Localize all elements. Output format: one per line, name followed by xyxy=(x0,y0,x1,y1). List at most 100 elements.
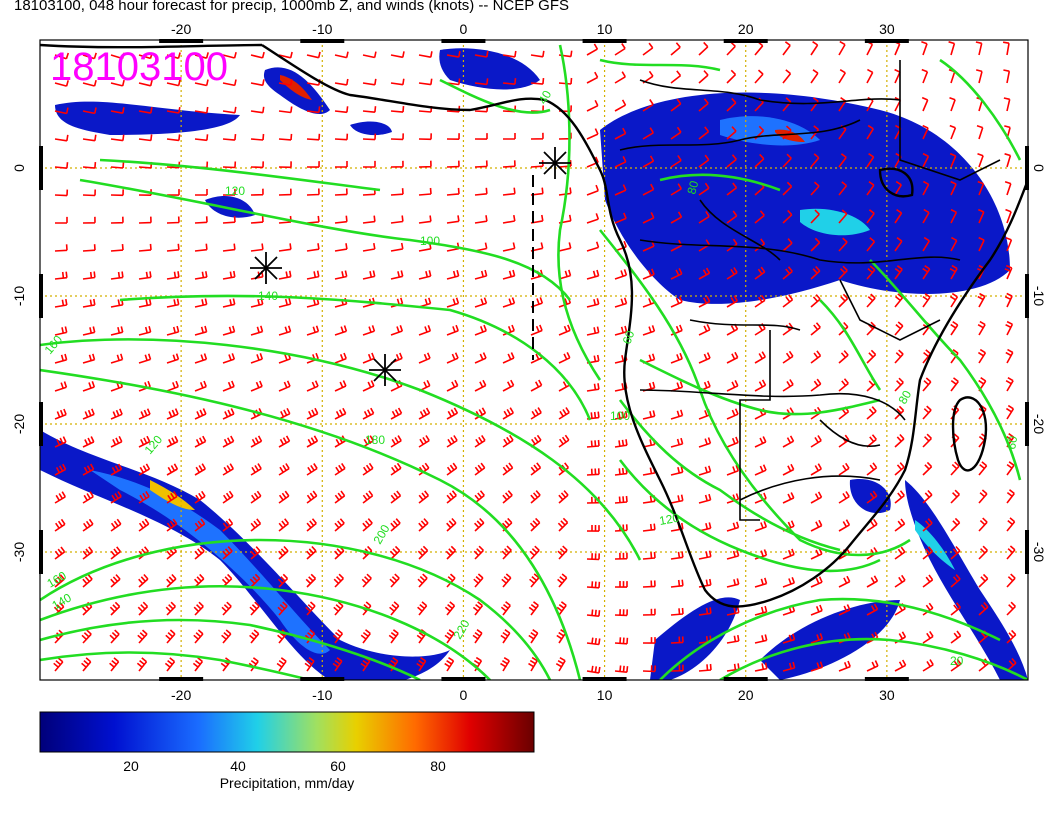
wind-barb xyxy=(334,352,347,364)
wind-barb xyxy=(54,491,66,504)
wind-barb xyxy=(558,324,571,336)
wind-barb xyxy=(922,377,932,392)
wind-barb xyxy=(950,208,958,224)
wind-barb xyxy=(137,629,148,644)
wind-barb xyxy=(362,270,376,280)
wind-barb xyxy=(978,601,989,616)
wind-barb xyxy=(278,188,292,196)
wind-barb xyxy=(166,52,181,60)
wind-barb xyxy=(556,629,567,644)
wind-barb xyxy=(82,574,93,588)
lon-tick-label: -10 xyxy=(312,21,332,37)
wind-barb xyxy=(642,268,655,280)
map-title: 18103100, 048 hour forecast for precip, … xyxy=(14,0,569,14)
wind-barb xyxy=(922,152,930,168)
wind-barb xyxy=(502,78,517,85)
wind-barb xyxy=(977,208,985,224)
contour-label: 120 xyxy=(225,184,245,198)
wind-barb xyxy=(586,553,600,561)
wind-barb xyxy=(195,189,208,196)
wind-barb xyxy=(810,153,820,168)
wind-barb xyxy=(362,133,377,141)
wind-barb xyxy=(418,407,431,420)
wind-barb xyxy=(418,490,430,504)
wind-barb xyxy=(977,180,985,196)
wind-barb xyxy=(810,519,823,532)
lat-tick-label: -30 xyxy=(11,542,27,562)
wind-barb xyxy=(922,265,931,280)
contour-line xyxy=(99,158,381,192)
wind-barb xyxy=(110,546,122,560)
wind-barb xyxy=(810,69,819,84)
wind-barb xyxy=(782,379,794,392)
wind-barb xyxy=(360,657,371,672)
wind-barb xyxy=(529,573,540,588)
wind-barb xyxy=(250,133,265,141)
wind-barb xyxy=(192,657,204,672)
wind-barb xyxy=(726,295,738,308)
border xyxy=(639,389,906,421)
wind-barb xyxy=(306,215,320,224)
wind-barb xyxy=(614,665,629,673)
wind-barb xyxy=(530,78,545,85)
wind-barb xyxy=(166,380,179,392)
wind-barb xyxy=(950,489,960,504)
wind-barb xyxy=(362,380,375,392)
wind-barb xyxy=(530,132,544,140)
wind-barb xyxy=(110,518,122,532)
wind-barb xyxy=(444,657,455,672)
wind-barb xyxy=(810,548,823,560)
wind-barb xyxy=(754,210,765,224)
wind-barb xyxy=(250,463,262,476)
wind-barb xyxy=(810,294,821,308)
wind-barb xyxy=(978,461,988,476)
wind-barb xyxy=(278,51,293,59)
wind-barb xyxy=(810,209,820,224)
wind-barb xyxy=(530,379,543,392)
wind-barb xyxy=(418,78,433,86)
wind-barb xyxy=(726,182,738,196)
wind-barb xyxy=(54,353,68,364)
wind-barb xyxy=(278,79,293,86)
wind-barb xyxy=(698,437,712,448)
wind-barb xyxy=(726,549,740,560)
wind-barb xyxy=(670,324,683,336)
wind-barb xyxy=(222,463,234,476)
precip-southeast xyxy=(905,480,1028,680)
wind-barb xyxy=(54,408,67,420)
wind-barb xyxy=(1005,404,1015,420)
wind-barb xyxy=(278,325,292,336)
wind-barb xyxy=(866,660,879,672)
wind-barb xyxy=(222,408,235,420)
wind-barb xyxy=(670,664,684,672)
wind-barb xyxy=(473,573,484,588)
wind-barb xyxy=(586,439,600,448)
wind-barb xyxy=(390,106,405,113)
wind-barb xyxy=(500,657,510,672)
lon-tick-label: -20 xyxy=(171,687,191,703)
wind-barb xyxy=(250,490,262,504)
wind-barb xyxy=(530,105,544,113)
wind-barb xyxy=(390,435,402,448)
wind-barb xyxy=(950,321,959,336)
wind-barb xyxy=(194,380,207,392)
wind-barb xyxy=(977,292,986,308)
wind-barb xyxy=(838,265,848,280)
wind-barb xyxy=(138,573,149,588)
wind-barb xyxy=(390,407,403,420)
border xyxy=(639,79,901,105)
wind-barb xyxy=(418,51,433,58)
wind-barb xyxy=(586,43,599,56)
country-borders xyxy=(619,60,1001,521)
colorbar-tick: 20 xyxy=(123,758,139,774)
wind-barb xyxy=(110,244,124,252)
wind-barb xyxy=(445,545,457,560)
wind-barb xyxy=(335,161,348,168)
wind-barb xyxy=(54,244,68,252)
wind-barb xyxy=(670,494,684,504)
wind-barb xyxy=(614,495,628,504)
wind-barb xyxy=(306,243,320,252)
wind-barb xyxy=(54,298,68,308)
wind-barb xyxy=(250,243,264,252)
wind-barb xyxy=(138,216,152,224)
